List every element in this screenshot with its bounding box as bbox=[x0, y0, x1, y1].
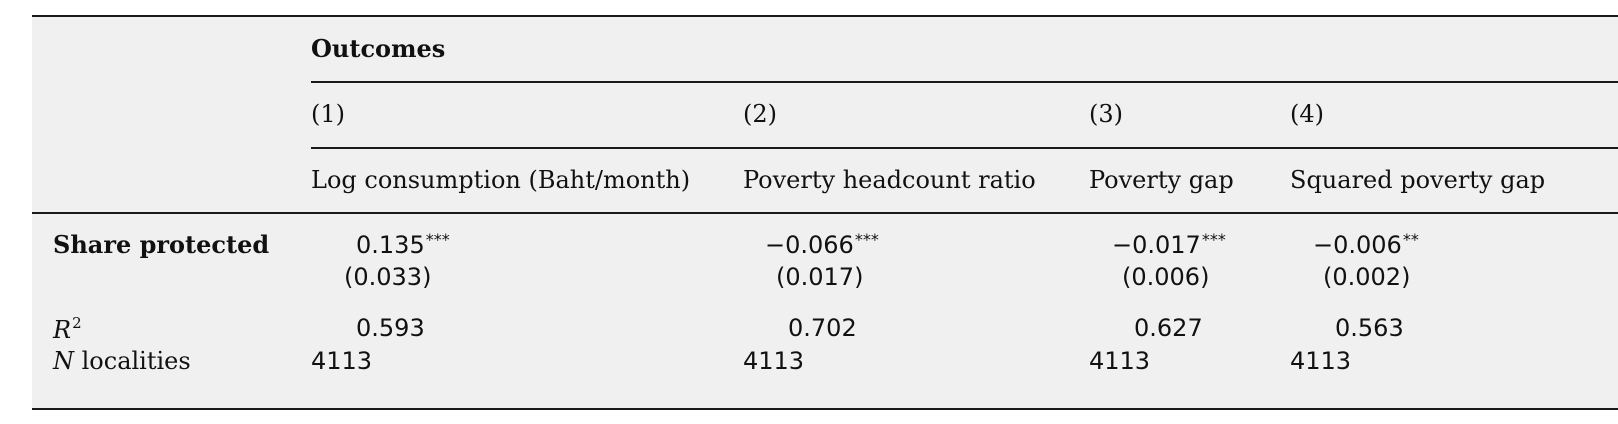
std-error-cell: (0.002) bbox=[1323, 263, 1411, 291]
column-label-3: Poverty gap bbox=[1089, 166, 1234, 194]
row-label-r-squared: R2 bbox=[53, 314, 82, 344]
coefficient-cell: 0.135*** bbox=[356, 230, 450, 259]
std-error-cell: (0.033) bbox=[344, 263, 432, 291]
significance-stars: ** bbox=[1402, 230, 1419, 249]
r-squared-cell: 0.593 bbox=[356, 314, 425, 342]
n-cell: 4113 bbox=[1089, 347, 1151, 375]
header-rule-outcomes bbox=[311, 81, 1618, 83]
column-number-1: (1) bbox=[311, 100, 345, 128]
column-label-2: Poverty headcount ratio bbox=[743, 166, 1036, 194]
coefficient-cell: −0.066*** bbox=[765, 230, 879, 259]
significance-stars: *** bbox=[854, 230, 879, 249]
significance-stars: *** bbox=[425, 230, 450, 249]
coefficient-cell: −0.017*** bbox=[1112, 230, 1226, 259]
n-cell: 4113 bbox=[1290, 347, 1352, 375]
column-number-3: (3) bbox=[1089, 100, 1123, 128]
significance-stars: *** bbox=[1201, 230, 1226, 249]
coefficient-cell: −0.006** bbox=[1313, 230, 1419, 259]
column-label-1: Log consumption (Baht/month) bbox=[311, 166, 691, 194]
group-header-outcomes: Outcomes bbox=[311, 34, 446, 63]
column-label-4: Squared poverty gap bbox=[1290, 166, 1546, 194]
n-cell: 4113 bbox=[311, 347, 373, 375]
r-squared-cell: 0.702 bbox=[788, 314, 857, 342]
n-cell: 4113 bbox=[743, 347, 805, 375]
row-label-n-localities: N localities bbox=[53, 347, 191, 375]
r-squared-cell: 0.627 bbox=[1134, 314, 1203, 342]
row-label-share-protected: Share protected bbox=[53, 230, 270, 259]
column-number-4: (4) bbox=[1290, 100, 1324, 128]
std-error-cell: (0.006) bbox=[1122, 263, 1210, 291]
r-squared-cell: 0.563 bbox=[1335, 314, 1404, 342]
std-error-cell: (0.017) bbox=[776, 263, 864, 291]
column-number-2: (2) bbox=[743, 100, 777, 128]
header-rule-numbers bbox=[311, 147, 1618, 149]
header-rule-bottom bbox=[32, 212, 1618, 214]
